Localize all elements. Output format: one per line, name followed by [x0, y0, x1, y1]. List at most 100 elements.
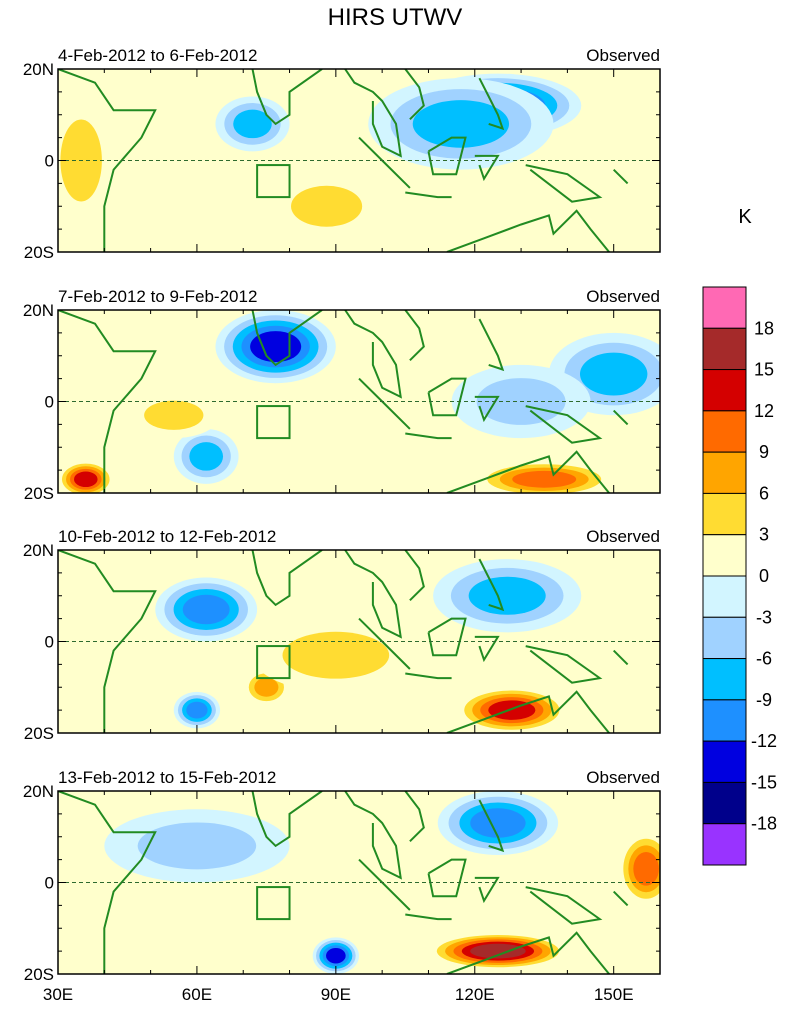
colorbar-swatch	[702, 616, 747, 660]
coastline-2	[251, 69, 323, 126]
coastline-8	[474, 635, 500, 663]
colorbar-tick-label: 0	[759, 566, 769, 586]
y-tick-label: 0	[45, 633, 54, 652]
target-region-box	[256, 886, 291, 921]
y-tick-label: 20S	[24, 243, 54, 262]
coastline-3	[344, 69, 402, 158]
anomaly-2-level-3	[579, 352, 648, 396]
colorbar-unit-label: K	[738, 206, 752, 228]
coastline-3	[344, 310, 402, 399]
anomaly-5-level-5	[74, 471, 98, 488]
y-tick-label: 20S	[24, 724, 54, 743]
coastline-1	[58, 69, 157, 252]
anomaly-2-level-2	[137, 822, 257, 870]
coastline-7	[427, 617, 467, 657]
colorbar-swatch	[702, 451, 747, 494]
target-region-box	[256, 164, 291, 199]
panel-right-title: Observed	[586, 768, 660, 787]
anomaly-2-level-3	[468, 576, 546, 615]
panel-right-title: Observed	[586, 46, 660, 65]
coastline-8	[474, 395, 500, 423]
colorbar-tick-label: -15	[751, 772, 777, 792]
colorbar-tick-label: 18	[754, 318, 774, 338]
anomaly-6-level-1	[428, 201, 568, 248]
coastline-9	[478, 799, 505, 853]
colorbar-tick-label: 3	[759, 525, 769, 545]
colorbar-swatch	[702, 575, 747, 618]
coastline-2	[251, 791, 323, 848]
colorbar-tick-label: -18	[751, 814, 777, 834]
coastline-12	[612, 168, 629, 185]
coastline-10	[525, 164, 603, 203]
coastline-2	[251, 310, 323, 367]
coastline-6	[405, 672, 452, 680]
map-panel-4: 20N 0 20S 13-Feb-2012 to 15-Feb-2012 Observe…	[23, 768, 661, 984]
coastline-4	[404, 69, 425, 121]
map-panel-2: 20N 0 20S 7-Feb-2012 to 9-Feb-2012 Observed	[23, 287, 661, 503]
anomaly-1-level-4	[470, 808, 526, 838]
coastline-6	[405, 191, 452, 199]
colorbar-swatch	[702, 327, 747, 371]
target-region-box	[256, 405, 291, 440]
anomaly-field	[58, 310, 660, 493]
coastline-4	[404, 550, 425, 602]
colorbar-swatch	[702, 410, 747, 453]
colorbar-tick-label: 9	[759, 442, 769, 462]
panel-left-title: 10-Feb-2012 to 12-Feb-2012	[58, 527, 276, 546]
anomaly-field	[58, 550, 629, 733]
y-tick-label: 0	[45, 393, 54, 412]
anomaly-field	[58, 791, 660, 974]
coastline-1	[58, 310, 157, 493]
coastline-1	[58, 791, 157, 974]
anomaly-5-level-4	[633, 851, 659, 886]
colorbar-swatch	[702, 369, 747, 412]
coastline-9	[478, 318, 505, 372]
y-tick-label: 0	[45, 152, 54, 171]
colorbar-swatch	[702, 823, 747, 866]
y-tick-label: 0	[45, 874, 54, 893]
coastline-11	[446, 450, 610, 493]
coastline-9	[478, 77, 505, 131]
coastline-11	[446, 209, 610, 252]
colorbar-swatch	[702, 286, 747, 329]
y-tick-label: 20S	[24, 484, 54, 503]
colorbar-swatch	[702, 699, 747, 742]
colorbar-tick-label: -6	[756, 649, 772, 669]
coastline-3	[344, 791, 402, 880]
anomaly-5-level-3	[254, 677, 279, 697]
x-tick-label: 90E	[321, 985, 351, 1004]
coastline-2	[251, 550, 323, 607]
coastline-7	[427, 858, 467, 898]
colorbar-swatch	[702, 492, 747, 536]
colorbar-tick-label: -3	[756, 607, 772, 627]
target-region-box	[256, 645, 291, 680]
coastline-7	[427, 377, 467, 417]
coastline-7	[427, 136, 467, 176]
colorbar-swatch	[702, 781, 747, 825]
x-tick-label: 30E	[43, 985, 73, 1004]
anomaly-4-level-3	[189, 442, 224, 471]
anomaly-2-level-3	[412, 100, 510, 148]
panel-left-title: 13-Feb-2012 to 15-Feb-2012	[58, 768, 276, 787]
colorbar-swatch	[702, 740, 747, 783]
coastline-3	[344, 550, 402, 639]
coastline-6	[405, 913, 452, 921]
coastline-12	[612, 409, 629, 426]
coastline-1	[58, 550, 157, 733]
coastline-8	[474, 876, 500, 904]
coastline-9	[478, 558, 505, 612]
anomaly-6-level-1	[289, 873, 475, 938]
panel-right-title: Observed	[586, 287, 660, 306]
y-tick-label: 20N	[23, 541, 54, 560]
x-tick-label: 60E	[182, 985, 212, 1004]
coastline-4	[404, 310, 425, 362]
x-axis: 30E 60E 90E 120E 150E	[43, 985, 634, 1004]
anomaly-3-level-5	[326, 947, 346, 964]
coastline-12	[612, 890, 629, 907]
anomaly-7-level-2	[144, 400, 204, 430]
coastline-10	[525, 405, 603, 444]
y-tick-label: 20N	[23, 301, 54, 320]
anomaly-1-level-5	[250, 331, 302, 363]
